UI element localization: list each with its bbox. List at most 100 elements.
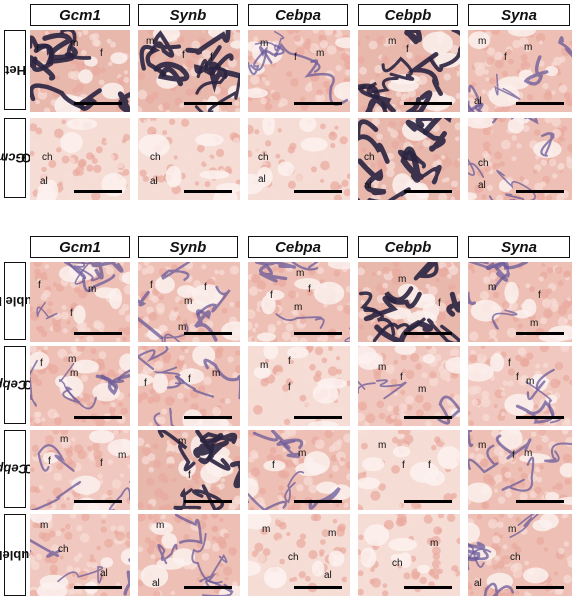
panel-bottom-r3-c0-scale-bar <box>74 586 122 589</box>
panel-top-r0-c2-tissue <box>248 30 350 111</box>
panel-bottom-r0-c3-label-m-0: m <box>398 274 407 285</box>
panel-bottom-r2-c4-label-m-0: m <box>478 440 487 451</box>
gene-header-top-cebpb: Cebpb <box>358 4 458 26</box>
panel-bottom-r2-c0-label-f-2: f <box>100 458 103 469</box>
row-label-het: Het <box>4 30 26 110</box>
panel-bottom-r1-c2-scale-bar <box>294 416 342 419</box>
panel-bottom-r2-c2-label-m-0: m <box>298 448 307 459</box>
panel-bottom-r3-c1: m al <box>138 514 240 596</box>
panel-bottom-r1-c0-label-m-2: m <box>70 368 79 379</box>
panel-top-r1-c1-scale-bar <box>184 190 232 193</box>
panel-top-r1-c3: ch al <box>358 118 460 200</box>
panel-bottom-r3-c4: m ch al <box>468 514 572 596</box>
panel-bottom-r1-c3-label-f-1: f <box>400 372 403 383</box>
panel-top-r0-c0-tissue <box>30 30 130 112</box>
panel-top-r0-c1-tissue <box>138 30 240 112</box>
panel-bottom-r2-c4-label-m-2: m <box>524 448 533 459</box>
panel-bottom-r1-c3-label-m-2: m <box>418 384 427 395</box>
row-label-cebpb-ko: Cebpb KO <box>0 430 43 508</box>
panel-bottom-r3-c1-label-m-0: m <box>156 520 165 531</box>
panel-bottom-r0-c3-tissue <box>358 262 460 342</box>
panel-top-r1-c4-label-al-1: al <box>478 180 486 191</box>
panel-top-r1-c4-scale-bar <box>516 190 564 193</box>
panel-bottom-r0-c2-tissue <box>248 262 350 342</box>
panel-bottom-r0-c1-tissue <box>138 262 240 342</box>
panel-top-r1-c0-label-ch-0: ch <box>42 152 53 163</box>
panel-bottom-r0-c1-label-m-3: m <box>178 322 187 333</box>
gene-header-top-gcm1: Gcm1 <box>30 4 130 26</box>
panel-top-r1-c3-tissue <box>358 118 460 200</box>
panel-bottom-r0-c4-scale-bar <box>516 332 564 335</box>
panel-bottom-r1-c4-label-m-2: m <box>526 376 535 387</box>
panel-bottom-r0-c1-scale-bar <box>184 332 232 335</box>
panel-bottom-r3-c4-label-ch-1: ch <box>510 552 521 563</box>
panel-bottom-r3-c2-label-ch-1: ch <box>288 552 299 563</box>
panel-bottom-r2-c0-label-m-3: m <box>118 450 127 461</box>
panel-top-r1-c1: ch al <box>138 118 240 200</box>
panel-bottom-r0-c1-label-m-2: m <box>184 296 193 307</box>
panel-top-r0-c3-scale-bar <box>404 102 452 105</box>
panel-bottom-r1-c0-label-f-1: f <box>40 358 43 369</box>
panel-bottom-r1-c2-label-f-2: f <box>288 382 291 393</box>
panel-top-r0-c2-label-m-2: m <box>316 48 325 59</box>
panel-top-r0-c3-label-f-1: f <box>406 44 409 55</box>
panel-bottom-r2-c0-label-m-0: m <box>60 434 69 445</box>
panel-top-r0-c1-label-m-0: m <box>146 36 155 47</box>
panel-bottom-r2-c3-scale-bar <box>404 500 452 503</box>
gene-header-bottom-cebpa: Cebpa <box>248 236 348 258</box>
row-label-het-text: Het <box>4 62 26 78</box>
panel-bottom-r3-c2-scale-bar <box>294 586 342 589</box>
panel-top-r0-c2-scale-bar <box>294 102 342 105</box>
panel-top-r1-c0-label-al-1: al <box>40 176 48 187</box>
panel-bottom-r1-c3-tissue <box>358 346 460 426</box>
panel-top-r1-c2-tissue <box>248 118 350 200</box>
panel-top-r1-c2-label-al-1: al <box>258 174 266 185</box>
panel-bottom-r2-c3-label-m-0: m <box>378 440 387 451</box>
panel-bottom-r1-c2-tissue <box>248 346 350 426</box>
panel-top-r1-c1-label-al-1: al <box>150 176 158 187</box>
panel-bottom-r2-c0-tissue <box>30 430 130 510</box>
panel-top-r1-c2-scale-bar <box>294 190 342 193</box>
panel-bottom-r2-c3: m f f <box>358 430 460 510</box>
panel-bottom-r0-c1-label-f-1: f <box>204 282 207 293</box>
panel-bottom-r3-c2-label-m-2: m <box>328 528 337 539</box>
panel-bottom-r0-c4-label-f-1: f <box>538 290 541 301</box>
panel-top-r1-c0-scale-bar <box>74 190 122 193</box>
panel-bottom-r3-c0-tissue <box>30 514 130 596</box>
panel-bottom-r0-c3-scale-bar <box>404 332 452 335</box>
panel-top-r0-c0-scale-bar <box>74 102 122 105</box>
panel-top-r0-c3-tissue <box>358 30 460 112</box>
panel-bottom-r1-c3-scale-bar <box>404 416 452 419</box>
panel-top-r0-c3-label-m-0: m <box>388 36 397 47</box>
panel-bottom-r3-c1-tissue <box>138 514 240 596</box>
panel-bottom-r0-c2-label-m-0: m <box>296 268 305 279</box>
panel-bottom-r2-c2-label-f-1: f <box>272 460 275 471</box>
panel-top-r1-c2: ch al <box>248 118 350 200</box>
panel-bottom-r1-c0-scale-bar <box>74 416 122 419</box>
panel-bottom-r3-c4-label-m-0: m <box>508 524 517 535</box>
panel-bottom-r3-c0: m ch al <box>30 514 130 596</box>
panel-bottom-r1-c1-scale-bar <box>184 416 232 419</box>
panel-bottom-r3-c4-tissue <box>468 514 572 596</box>
panel-top-r0-c1-label-f-2: f <box>210 52 213 63</box>
panel-bottom-r2-c3-label-f-2: f <box>428 460 431 471</box>
panel-bottom-r3-c3-scale-bar <box>404 586 452 589</box>
panel-bottom-r3-c1-label-al-1: al <box>152 578 160 589</box>
panel-bottom-r0-c2-label-f-2: f <box>308 284 311 295</box>
panel-top-r0-c4-label-m-2: m <box>524 42 533 53</box>
panel-bottom-r0-c2-label-m-3: m <box>294 302 303 313</box>
panel-bottom-r0-c2-scale-bar <box>294 332 342 335</box>
panel-bottom-r1-c0-label-m-0: m <box>68 354 77 365</box>
panel-bottom-r1-c1-tissue <box>138 346 240 426</box>
panel-top-r0-c2-label-m-0: m <box>260 38 269 49</box>
panel-bottom-r1-c4-label-f-1: f <box>516 372 519 383</box>
panel-top-r0-c0-label-f-0: f <box>36 44 39 55</box>
row-label-double-het: Double Het <box>0 262 49 340</box>
gene-header-bottom-cebpb: Cebpb <box>358 236 458 258</box>
panel-bottom-r3-c1-scale-bar <box>184 586 232 589</box>
